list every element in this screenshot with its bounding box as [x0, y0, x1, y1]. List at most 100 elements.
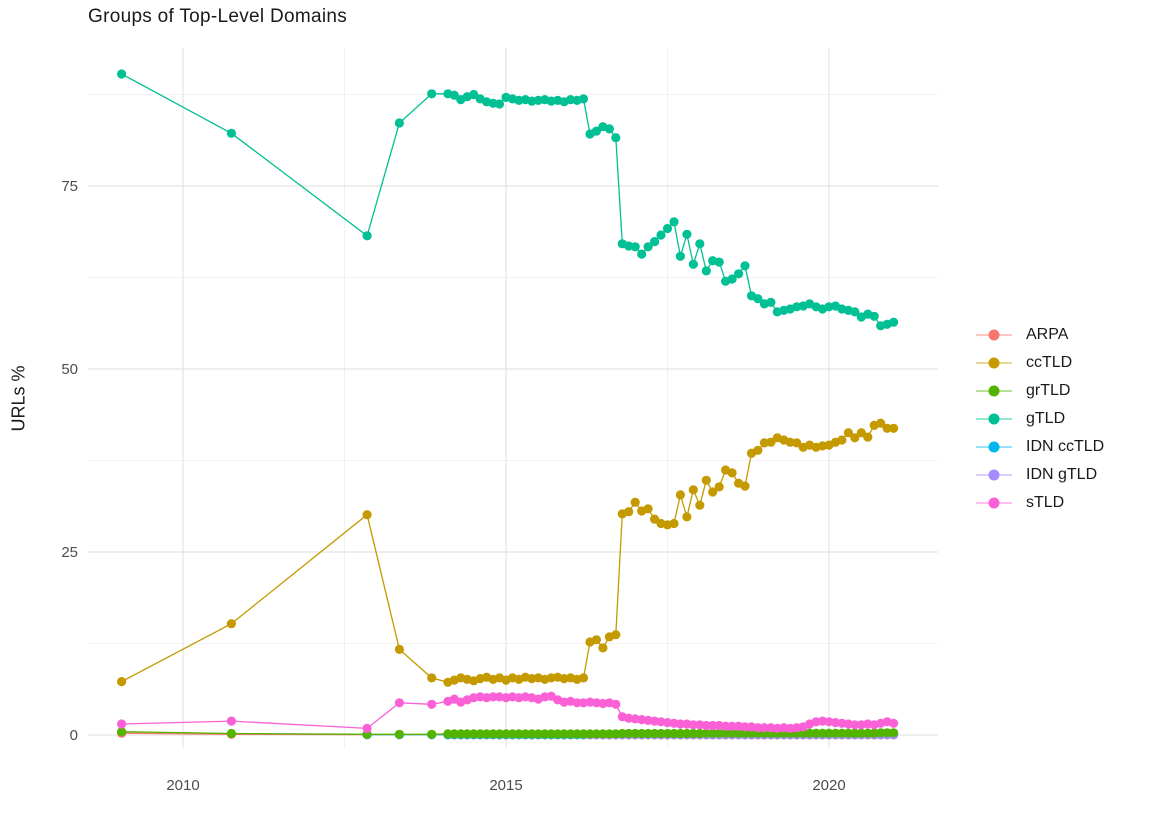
data-point	[456, 729, 466, 739]
data-point	[662, 728, 673, 739]
data-point	[469, 89, 479, 100]
data-point	[394, 698, 404, 708]
data-point	[643, 504, 653, 514]
data-point	[889, 728, 899, 738]
data-point	[482, 729, 492, 739]
data-point	[394, 729, 404, 739]
data-point	[843, 728, 854, 738]
data-point	[882, 423, 892, 433]
data-point	[566, 729, 576, 739]
data-point	[591, 729, 602, 739]
chart-title: Groups of Top-Level Domains	[88, 6, 348, 27]
idn-cctld-key-icon	[976, 441, 1012, 453]
data-point	[740, 728, 750, 738]
data-point	[578, 673, 589, 683]
data-point	[117, 69, 127, 79]
data-point	[637, 249, 647, 259]
data-point	[427, 89, 437, 99]
data-point	[746, 728, 757, 738]
data-point	[546, 729, 556, 739]
data-point	[572, 729, 582, 739]
data-point	[488, 729, 498, 739]
legend: ARPA ccTLD grTLD gTLD IDN ccTLD IDN gTLD sTLD	[974, 321, 1104, 517]
data-point	[362, 510, 372, 520]
data-point	[721, 721, 731, 731]
data-point	[740, 722, 750, 732]
legend-item-grtld: grTLD	[974, 377, 1104, 405]
series-line-gtld	[121, 73, 894, 327]
data-point	[688, 485, 698, 495]
data-point	[394, 118, 404, 128]
idn-gtld-key-icon	[976, 469, 1012, 481]
data-point	[611, 729, 621, 739]
data-point	[766, 297, 776, 307]
legend-item-stld: sTLD	[974, 489, 1104, 517]
data-point	[856, 728, 866, 738]
data-point	[682, 229, 692, 239]
x-tick-label: 2010	[166, 777, 199, 794]
data-point	[520, 729, 531, 739]
stld-key-icon	[976, 497, 1012, 509]
data-point	[688, 720, 698, 730]
data-point	[226, 728, 236, 739]
data-point	[662, 223, 673, 234]
data-point	[682, 728, 692, 739]
data-point	[675, 251, 686, 261]
data-point	[630, 242, 640, 252]
legend-item-label: grTLD	[1026, 382, 1071, 399]
data-point	[226, 128, 236, 138]
legend-item-label: ccTLD	[1026, 354, 1073, 371]
series-gtld	[117, 69, 899, 331]
data-point	[863, 432, 873, 442]
data-point	[226, 716, 236, 726]
data-point	[469, 729, 479, 739]
data-point	[675, 719, 686, 729]
data-point	[611, 699, 621, 709]
data-point	[650, 514, 660, 524]
data-point	[598, 729, 608, 739]
y-tick-label: 75	[61, 178, 78, 195]
data-point	[540, 729, 550, 739]
data-point	[449, 90, 459, 100]
data-point	[675, 728, 686, 739]
data-point	[488, 692, 498, 702]
data-point	[630, 497, 640, 507]
data-point	[766, 437, 776, 447]
legend-item-gtld: gTLD	[974, 405, 1104, 433]
data-point	[688, 259, 698, 269]
data-point	[585, 729, 595, 739]
legend-item-idn-gtld: IDN gTLD	[974, 461, 1104, 489]
data-point	[507, 729, 518, 739]
data-point	[734, 269, 744, 279]
data-point	[494, 99, 505, 109]
data-point	[559, 729, 569, 739]
data-point	[850, 720, 860, 730]
data-point	[688, 728, 698, 739]
data-point	[656, 728, 666, 739]
data-point	[753, 723, 763, 733]
gridlines	[88, 48, 938, 748]
legend-item-label: IDN gTLD	[1026, 466, 1098, 483]
data-point	[117, 719, 127, 729]
data-point	[394, 644, 404, 655]
data-point	[759, 723, 770, 733]
y-tick-label: 50	[61, 361, 78, 378]
data-point	[578, 94, 589, 104]
y-tick-label: 25	[61, 544, 78, 561]
data-point	[811, 728, 821, 738]
data-point	[650, 728, 660, 739]
data-point	[740, 261, 750, 271]
data-point	[695, 728, 705, 739]
data-point	[617, 728, 627, 739]
data-point	[630, 728, 640, 739]
data-point	[443, 729, 453, 739]
data-point	[714, 482, 724, 492]
data-point	[475, 729, 485, 739]
data-point	[514, 729, 524, 739]
data-point	[837, 728, 847, 738]
x-tick-label: 2020	[812, 777, 845, 794]
data-point	[695, 239, 705, 249]
data-point	[624, 728, 634, 739]
data-point	[427, 673, 437, 683]
